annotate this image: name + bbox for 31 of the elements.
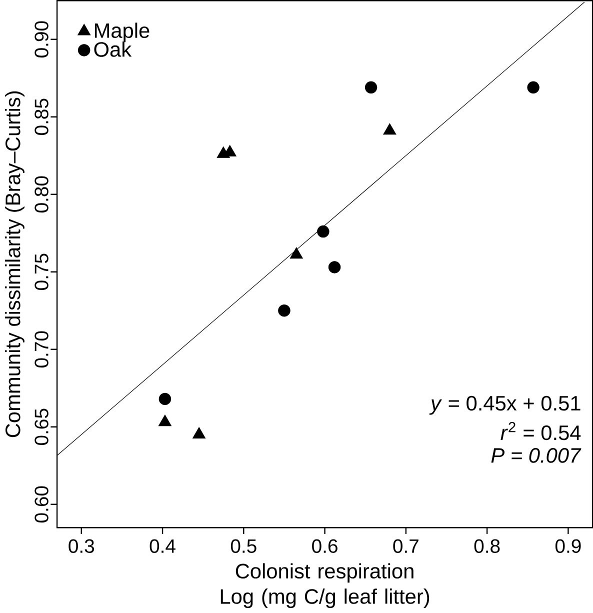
y-tick-label: 0.75 — [34, 254, 48, 290]
annotation: y = 0.45x + 0.51 — [429, 396, 580, 415]
x-tick-label: 0.7 — [393, 539, 418, 553]
point — [290, 247, 303, 259]
y-tick-label: 0.65 — [34, 408, 48, 445]
annotation: r$^{2}$ = 0.54 — [500, 422, 581, 440]
y-tick-label: 0.70 — [34, 331, 48, 368]
y-tick-label: 0.60 — [34, 486, 48, 522]
x-tick-label: 0.6 — [312, 539, 338, 553]
point — [364, 81, 378, 94]
point — [527, 81, 540, 94]
y-axis-title: Community dissimilarity (Bray–Curtis) — [4, 91, 24, 438]
y-tick-label: 0.80 — [34, 176, 48, 212]
x-tick-label: 0.8 — [474, 539, 500, 553]
point — [192, 427, 206, 438]
point — [158, 414, 172, 426]
legend-label: Maple — [94, 22, 150, 42]
point — [328, 261, 341, 274]
y-tick-label: 0.90 — [34, 21, 48, 58]
x-tick-label: 0.3 — [68, 539, 94, 553]
point — [383, 123, 396, 135]
x-tick-label: 0.9 — [555, 539, 581, 553]
x-axis-title: Colonist respiration Log (mg C/g leaf litter) — [220, 563, 430, 608]
point — [158, 392, 172, 406]
point — [278, 304, 290, 317]
legend-label: Oak — [94, 42, 132, 57]
annotation: P = 0.007 — [491, 448, 582, 463]
x-tick-label: 0.4 — [150, 539, 176, 553]
point — [316, 225, 330, 238]
x-tick-label: 0.5 — [230, 539, 256, 553]
y-tick-label: 0.85 — [34, 98, 48, 135]
